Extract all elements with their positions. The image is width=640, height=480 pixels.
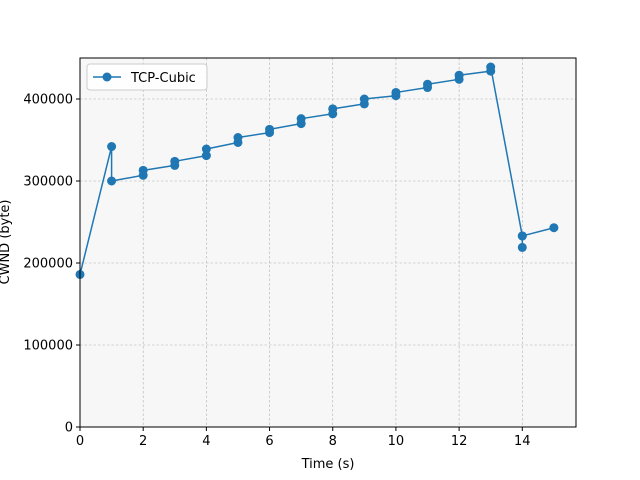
x-tick-label: 4	[202, 434, 210, 449]
y-tick-label: 100000	[23, 339, 73, 354]
data-point	[328, 104, 338, 114]
data-point	[265, 124, 275, 134]
x-axis: 0 2 4 6 8 10 12 14	[76, 427, 531, 449]
data-point	[391, 87, 401, 97]
data-point	[454, 70, 464, 80]
series-layer	[75, 62, 559, 279]
y-tick-label: 200000	[23, 257, 73, 272]
y-tick-label: 300000	[23, 175, 73, 190]
data-point	[517, 231, 527, 241]
data-point	[517, 242, 527, 252]
y-axis-label: CWND (byte)	[0, 200, 13, 285]
x-tick-label: 6	[265, 434, 273, 449]
plot-frame	[79, 57, 577, 428]
x-tick-label: 10	[388, 434, 405, 449]
plot-background	[80, 58, 576, 427]
legend-box	[86, 63, 208, 91]
x-tick-label: 0	[76, 434, 84, 449]
x-tick-label: 8	[329, 434, 337, 449]
x-axis-label: Time (s)	[301, 457, 355, 472]
legend-label: TCP-Cubic	[130, 71, 196, 86]
data-point	[296, 114, 306, 124]
data-point	[233, 133, 243, 143]
x-tick-label: 2	[139, 434, 147, 449]
data-point	[170, 156, 180, 166]
legend: TCP-Cubic	[86, 63, 208, 91]
y-tick-label: 400000	[23, 93, 73, 108]
data-point	[107, 142, 117, 152]
data-point	[423, 79, 433, 89]
data-point	[201, 151, 211, 161]
data-point	[138, 165, 148, 175]
y-axis: 0 100000 200000 300000 400000	[23, 93, 80, 436]
x-tick-label: 14	[514, 434, 531, 449]
data-point	[549, 223, 559, 233]
data-point	[359, 94, 369, 104]
y-tick-label: 0	[65, 421, 73, 436]
data-point	[201, 144, 211, 154]
data-point	[107, 176, 117, 186]
data-point	[486, 62, 496, 72]
x-tick-label: 12	[451, 434, 468, 449]
legend-marker	[102, 72, 112, 82]
